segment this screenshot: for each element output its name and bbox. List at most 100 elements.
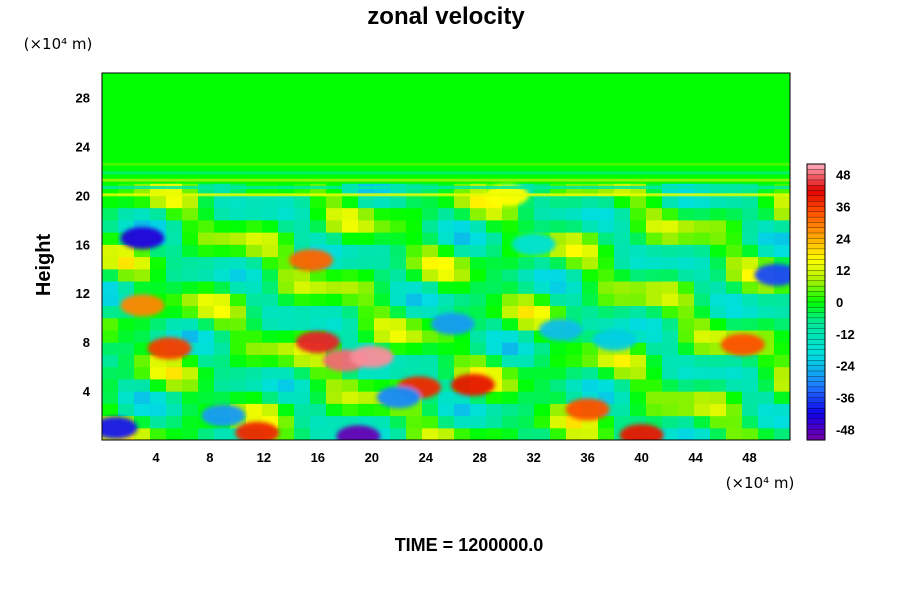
heatmap-cell	[294, 73, 311, 86]
heatmap-cell	[278, 366, 295, 380]
heatmap-cell	[342, 391, 359, 404]
heatmap-cell	[406, 85, 423, 99]
heatmap-cell	[630, 195, 647, 209]
heatmap-cell	[582, 85, 599, 99]
heatmap-cell	[422, 366, 439, 380]
heatmap-cell	[406, 109, 423, 123]
colorbar-segment	[806, 269, 826, 277]
heatmap-cell	[598, 85, 615, 99]
heatmap-cell	[582, 207, 599, 221]
velocity-feature	[430, 312, 475, 335]
heatmap-cell	[550, 219, 567, 233]
colorbar-segment	[806, 376, 826, 383]
heatmap-cell	[198, 268, 215, 282]
heatmap-cell	[422, 85, 439, 99]
heatmap-cell	[598, 305, 615, 319]
heatmap-cell	[358, 256, 375, 270]
heatmap-cell	[358, 73, 375, 86]
heatmap-cell	[390, 342, 407, 355]
heatmap-cell	[486, 73, 503, 86]
heatmap-cell	[182, 366, 199, 380]
heatmap-cell	[214, 97, 231, 111]
heatmap-cell	[726, 73, 743, 86]
heatmap-cell	[726, 232, 743, 245]
heatmap-cell	[214, 391, 231, 404]
heatmap-cell	[134, 256, 151, 270]
heatmap-cell	[406, 73, 423, 86]
heatmap-cell	[566, 366, 583, 380]
heatmap-cell	[774, 207, 790, 221]
heatmap-cell	[726, 354, 743, 368]
heatmap-cell	[166, 146, 183, 160]
heatmap-cell	[454, 280, 471, 294]
heatmap-cell	[406, 232, 423, 245]
y-axis-ticks: 4 8 12 16 20 24 28	[76, 91, 91, 400]
heatmap-cell	[278, 146, 295, 160]
heatmap-cell	[454, 232, 471, 245]
heatmap-cell	[742, 378, 759, 392]
heatmap-cell	[310, 195, 327, 209]
heatmap-cell	[198, 342, 215, 355]
heatmap-cell	[518, 121, 535, 135]
heatmap-cell	[406, 415, 423, 429]
heatmap-cell	[598, 121, 615, 135]
heatmap-cell	[278, 97, 295, 111]
heatmap-cell	[406, 256, 423, 270]
heatmap-cell	[310, 146, 327, 160]
heatmap-cell	[678, 146, 695, 160]
colorbar-segment	[806, 211, 826, 218]
colorbar-tick-label: 36	[836, 200, 850, 215]
heatmap-cell	[566, 97, 583, 111]
heatmap-cell	[406, 97, 423, 111]
velocity-feature	[451, 373, 495, 396]
y-tick-label: 4	[83, 384, 91, 399]
heatmap-cell	[486, 268, 503, 282]
heatmap-cell	[422, 207, 439, 221]
heatmap-cell	[742, 354, 759, 368]
heatmap-cell	[262, 109, 279, 123]
heatmap-cell	[486, 403, 503, 417]
heatmap-cell	[102, 232, 119, 245]
heatmap-cell	[662, 85, 679, 99]
heatmap-cell	[438, 244, 455, 258]
heatmap-cell	[566, 109, 583, 123]
heatmap-cell	[294, 268, 311, 282]
heatmap-cell	[342, 207, 359, 221]
heatmap-cell	[486, 427, 503, 440]
heatmap-cell	[726, 219, 743, 233]
x-tick-label: 40	[634, 450, 648, 465]
heatmap-cell	[646, 195, 663, 209]
heatmap-cell	[246, 293, 263, 307]
heatmap-cell	[230, 232, 247, 245]
heatmap-cell	[278, 378, 295, 392]
velocity-stripe	[102, 171, 790, 175]
x-tick-label: 24	[419, 450, 434, 465]
heatmap-cell	[102, 121, 119, 135]
heatmap-cell	[342, 378, 359, 392]
x-tick-label: 32	[526, 450, 540, 465]
heatmap-cell	[710, 219, 727, 233]
heatmap-cell	[678, 73, 695, 86]
heatmap-cell	[310, 121, 327, 135]
heatmap-cell	[502, 73, 519, 86]
heatmap-cell	[662, 391, 679, 404]
heatmap-cell	[278, 280, 295, 294]
heatmap-cell	[182, 121, 199, 135]
heatmap-cell	[774, 342, 790, 355]
heatmap-cell	[614, 207, 631, 221]
heatmap-cell	[246, 207, 263, 221]
heatmap-cell	[518, 219, 535, 233]
heatmap-cell	[742, 134, 759, 147]
heatmap-cell	[374, 415, 391, 429]
heatmap-cell	[294, 97, 311, 111]
heatmap-cell	[166, 305, 183, 319]
heatmap-cell	[150, 378, 167, 392]
heatmap-cell	[502, 293, 519, 307]
heatmap-cell	[598, 280, 615, 294]
heatmap-cell	[582, 378, 599, 392]
heatmap-cell	[550, 97, 567, 111]
heatmap-cell	[534, 146, 551, 160]
heatmap-cell	[614, 366, 631, 380]
heatmap-cell	[742, 109, 759, 123]
heatmap-cell	[518, 378, 535, 392]
